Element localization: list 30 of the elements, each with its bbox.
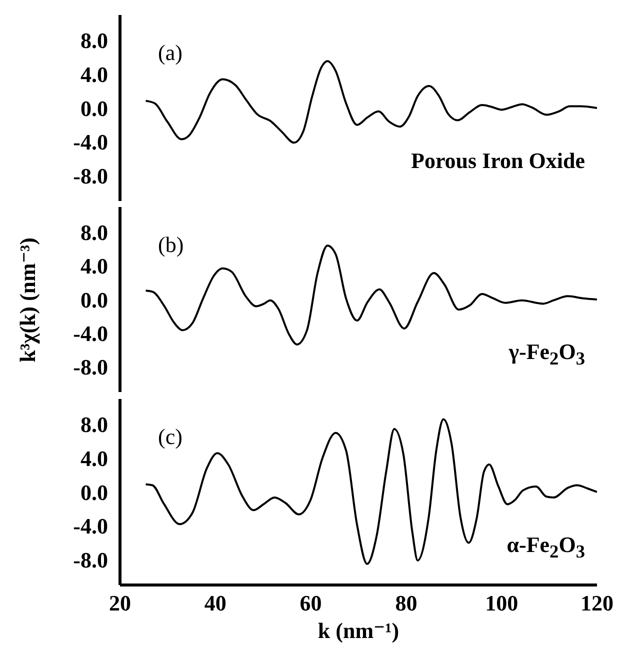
y-axis-title: k³χ(k) (nm⁻³) [15, 238, 41, 362]
x-tick-label: 100 [485, 590, 518, 616]
x-axis-title: k (nm⁻¹) [316, 618, 400, 644]
y-tick-label: -8.0 [73, 163, 108, 188]
y-tick-label: -8.0 [73, 354, 108, 380]
y-tick-label: 8.0 [80, 220, 108, 246]
y-tick-label: 0.0 [80, 96, 108, 121]
y-tick-label: 4.0 [80, 254, 108, 279]
y-tick-label: -4.0 [73, 130, 108, 155]
y-tick-label: -4.0 [73, 514, 108, 539]
annotation: γ-Fe$_{2}$O$_{3}$ [508, 339, 585, 370]
annotation: (b) [158, 232, 184, 258]
y-tick-label: -8.0 [73, 547, 108, 572]
line-series [144, 418, 597, 565]
y-tick-label: 4.0 [80, 446, 108, 471]
y-tick-label: 4.0 [80, 62, 108, 87]
x-tick-label: 60 [300, 590, 322, 616]
y-tick-label: 0.0 [80, 480, 108, 505]
y-tick-label: 0.0 [80, 287, 108, 312]
annotation: (a) [158, 40, 182, 66]
y-tick-label: 8.0 [80, 28, 108, 54]
x-tick-label: 40 [204, 590, 226, 616]
annotation: Porous Iron Oxide [411, 148, 585, 174]
annotation: (c) [158, 424, 182, 450]
x-tick-label: 20 [109, 590, 131, 616]
y-tick-label: -4.0 [73, 320, 108, 346]
x-tick-label: 80 [395, 590, 418, 616]
y-tick-label: 8.0 [80, 412, 108, 438]
x-tick-label: 120 [580, 590, 614, 616]
annotation: α-Fe$_{2}$O$_{3}$ [506, 532, 585, 562]
